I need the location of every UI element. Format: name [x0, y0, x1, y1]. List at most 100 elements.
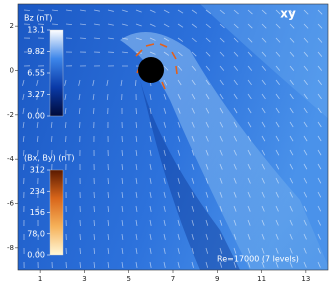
flow-arrow	[247, 205, 251, 212]
flow-arrow	[135, 9, 142, 13]
flow-arrow	[163, 177, 166, 184]
flow-arrow	[163, 219, 166, 226]
flow-arrow	[22, 107, 25, 114]
flow-arrow	[149, 261, 152, 268]
flow-arrow	[149, 107, 152, 114]
flow-arrow	[219, 23, 225, 29]
flow-arrow	[191, 93, 196, 100]
flow-arrow	[78, 107, 81, 115]
flow-arrow	[317, 219, 321, 226]
colorbar-tick-label: 13.1	[27, 26, 45, 35]
flow-arrow	[163, 261, 166, 268]
flow-arrow	[205, 23, 211, 29]
flow-arrow	[233, 177, 237, 184]
flow-arrow	[107, 23, 114, 26]
flow-arrow	[303, 233, 307, 240]
flow-arrow	[205, 163, 209, 170]
flow-arrow	[317, 149, 322, 156]
flow-arrow	[261, 121, 266, 128]
flow-arrow	[247, 135, 252, 142]
flow-arrow	[107, 177, 109, 185]
flow-arrow	[233, 219, 237, 226]
flow-arrow	[163, 135, 166, 142]
flow-arrow	[233, 9, 239, 15]
flow-arrow	[219, 135, 223, 142]
flow-arrow	[205, 9, 212, 14]
flow-arrow	[93, 37, 101, 40]
flow-arrow	[261, 233, 265, 240]
flow-arrow	[261, 247, 265, 254]
flow-arrow	[22, 149, 25, 157]
flow-arrow	[289, 9, 295, 15]
flow-arrow	[149, 177, 152, 184]
flow-arrow	[219, 163, 223, 170]
flow-arrow	[289, 79, 294, 86]
flow-arrow	[177, 163, 181, 170]
flow-arrow	[233, 163, 237, 170]
flow-arrow	[107, 37, 114, 40]
flow-arrow	[121, 205, 124, 212]
flow-arrow	[247, 191, 251, 198]
flow-arrow	[275, 121, 280, 128]
flow-arrow	[135, 219, 138, 226]
flow-arrow	[275, 163, 280, 170]
flow-arrow	[317, 93, 322, 100]
flow-arrow	[149, 219, 152, 226]
flow-arrow	[303, 23, 309, 29]
flow-arrow	[79, 247, 81, 255]
flow-arrow	[289, 163, 294, 170]
flow-arrow	[289, 121, 294, 128]
flow-arrow	[233, 51, 239, 57]
flow-arrow	[191, 177, 195, 184]
flow-arrow	[107, 9, 114, 12]
flow-arrow	[93, 247, 96, 255]
flow-arrow	[303, 37, 309, 43]
flow-arrow	[317, 191, 322, 198]
flow-arrow	[219, 233, 223, 240]
flow-arrow	[37, 9, 45, 12]
y-tick-label: -6	[7, 200, 15, 208]
flow-arrow	[233, 205, 237, 212]
flow-arrow	[289, 205, 293, 212]
panel-title: xy	[280, 7, 296, 21]
planet	[138, 57, 164, 83]
flow-arrow	[205, 177, 209, 184]
flow-arrow	[289, 23, 295, 29]
annotation: Re=17000 (7 levels)	[217, 255, 299, 264]
flow-arrow	[93, 23, 100, 26]
flow-arrow	[177, 65, 183, 71]
flow-arrow	[261, 149, 266, 156]
flow-arrow	[289, 233, 293, 240]
flow-arrow	[275, 135, 280, 142]
flow-arrow	[163, 93, 167, 100]
flow-arrow	[64, 107, 67, 114]
flow-arrow	[121, 149, 123, 157]
flow-arrow	[275, 37, 281, 43]
flow-arrow	[36, 121, 39, 128]
y-tick-label: -4	[7, 155, 15, 163]
flow-arrow	[275, 205, 279, 212]
y-tick-label: -2	[7, 111, 14, 119]
flow-arrow	[79, 37, 87, 39]
flow-arrow	[51, 23, 59, 25]
x-tick-label: 3	[82, 275, 86, 283]
flow-arrow	[247, 23, 253, 29]
flow-arrow	[317, 135, 322, 142]
flow-arrow	[219, 121, 224, 128]
flow-arrow	[275, 79, 280, 86]
flow-arrow	[317, 79, 322, 86]
flow-arrow	[177, 219, 180, 226]
flow-arrow	[149, 247, 152, 254]
flow-arrow	[233, 93, 238, 100]
flow-arrow	[247, 51, 253, 57]
flow-arrow	[149, 191, 152, 198]
flow-arrow	[219, 107, 224, 114]
flow-arrow	[219, 149, 223, 156]
flow-arrow	[177, 135, 181, 142]
flow-arrow	[121, 51, 129, 54]
flow-arrow	[247, 177, 251, 184]
flow-arrow	[317, 37, 323, 43]
flow-arrow	[247, 65, 253, 71]
flow-arrow	[205, 149, 209, 156]
flow-arrow	[23, 9, 31, 11]
